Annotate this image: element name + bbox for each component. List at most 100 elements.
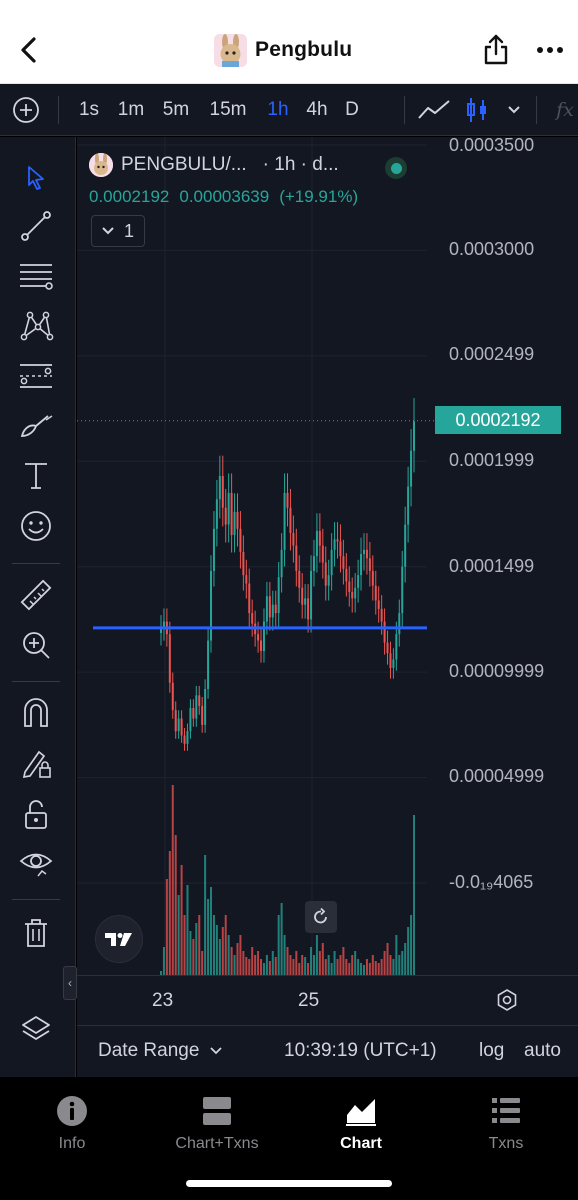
tab-txns[interactable]: Txns	[436, 1095, 576, 1155]
volume-bar	[262, 963, 265, 975]
line-chart-button[interactable]	[416, 94, 452, 126]
candle-body	[186, 731, 189, 744]
chart-area[interactable]: PENGBULU/... · 1h · d... 0.0002192 0.000…	[77, 137, 578, 1025]
candle-body	[374, 585, 377, 601]
price-tick: 0.0001499	[449, 556, 535, 576]
price-tick: 0.0003000	[449, 239, 535, 259]
volume-bar	[286, 947, 289, 975]
candle-body	[315, 530, 318, 557]
volume-bar	[348, 963, 351, 975]
candle-body	[360, 554, 363, 576]
candle-body	[345, 568, 348, 582]
candle-body	[260, 640, 263, 652]
remove-drawings-tool[interactable]	[14, 911, 58, 955]
tab-chart-txns[interactable]: Chart+Txns	[147, 1095, 287, 1155]
auto-scale-toggle[interactable]: auto	[524, 1040, 561, 1061]
interval-15m[interactable]: 15m	[209, 99, 247, 120]
volume-bar	[365, 959, 368, 975]
reset-chart-button[interactable]	[305, 901, 337, 933]
chart-type-dropdown[interactable]	[502, 94, 526, 126]
volume-bar	[271, 951, 274, 975]
legend-avatar	[89, 153, 113, 177]
volume-bar	[327, 955, 330, 975]
log-scale-toggle[interactable]: log	[479, 1040, 505, 1061]
candle-body	[339, 541, 342, 557]
volume-bar	[215, 925, 218, 975]
candle-body	[307, 598, 310, 620]
candle-body	[327, 575, 330, 586]
top-nav: Pengbulu	[0, 0, 578, 84]
more-button[interactable]	[532, 32, 568, 68]
candle-body	[371, 570, 374, 586]
lock-drawing-tool[interactable]	[14, 741, 58, 785]
tab-label: Info	[58, 1135, 86, 1152]
back-button[interactable]	[14, 32, 46, 68]
interval-1s[interactable]: 1s	[78, 99, 100, 120]
volume-bar	[227, 935, 230, 975]
unlock-tool[interactable]	[14, 793, 58, 837]
drawing-toolbar	[0, 137, 76, 1077]
zoom-in-icon	[23, 632, 50, 659]
tradingview-logo[interactable]	[95, 915, 143, 963]
text-tool[interactable]	[14, 454, 58, 498]
share-button[interactable]	[480, 32, 512, 68]
chart-settings-button[interactable]	[495, 988, 519, 1012]
candle-body	[383, 621, 386, 643]
visibility-tool[interactable]	[14, 841, 58, 885]
interval-d[interactable]: D	[345, 99, 359, 120]
cursor-tool[interactable]	[14, 155, 58, 199]
volume-bar	[233, 955, 236, 975]
indicators-toggle[interactable]: 1	[91, 215, 145, 247]
ruler-tool[interactable]	[14, 573, 58, 617]
date-range-button[interactable]: Date Range	[98, 1040, 223, 1062]
chart-legend[interactable]: PENGBULU/... · 1h · d...	[89, 153, 339, 177]
candle-body	[162, 621, 165, 628]
time-axis[interactable]: 23 25	[77, 975, 578, 1025]
volume-bar	[251, 947, 254, 975]
emoji-tool[interactable]	[14, 504, 58, 548]
price-tick: 0.0002499	[449, 344, 535, 364]
volume-bar	[354, 951, 357, 975]
volume-bar	[321, 943, 324, 975]
volume-bar	[177, 895, 180, 975]
volume-bar	[204, 855, 207, 975]
volume-bar	[345, 959, 348, 975]
text-icon	[25, 463, 47, 489]
interval-4h[interactable]: 4h	[306, 99, 328, 120]
candle-body	[183, 735, 186, 744]
clock-button[interactable]: 10:39:19 (UTC+1)	[284, 1040, 437, 1061]
indicators-button[interactable]: fx	[556, 99, 574, 121]
zoom-tool[interactable]	[14, 623, 58, 667]
list-icon	[492, 1098, 520, 1123]
volume-bar	[377, 963, 380, 975]
tab-chart[interactable]: Chart	[291, 1095, 431, 1155]
collapse-toolbar-button[interactable]: ‹	[63, 966, 77, 1000]
trend-line-tool[interactable]	[14, 204, 58, 248]
volume-bar	[201, 951, 204, 975]
candle-body	[330, 549, 333, 576]
fib-tool[interactable]	[14, 254, 58, 298]
candle-body	[351, 592, 354, 599]
magnet-tool[interactable]	[14, 691, 58, 735]
volume-bar	[212, 915, 215, 975]
tradingview-icon	[105, 933, 132, 946]
object-tree-tool[interactable]	[14, 1007, 58, 1051]
candles-button[interactable]	[464, 94, 490, 126]
area-chart-icon	[346, 1099, 376, 1126]
tool-divider	[12, 681, 60, 682]
candle-body	[295, 545, 298, 571]
chart-toolbar: 1s 1m 5m 15m 1h 4h D fx	[0, 84, 578, 136]
brush-tool[interactable]	[14, 404, 58, 448]
prediction-icon	[20, 364, 52, 388]
add-indicator-button[interactable]	[10, 94, 42, 126]
chevron-down-icon	[508, 106, 520, 114]
interval-5m[interactable]: 5m	[162, 99, 190, 120]
price-chart[interactable]	[77, 137, 578, 975]
interval-1m[interactable]: 1m	[117, 99, 145, 120]
tab-info[interactable]: Info	[2, 1095, 142, 1155]
pattern-tool[interactable]	[14, 304, 58, 348]
interval-1h[interactable]: 1h	[267, 99, 289, 120]
candle-body	[224, 507, 227, 525]
volume-bar	[192, 939, 195, 975]
prediction-tool[interactable]	[14, 354, 58, 398]
